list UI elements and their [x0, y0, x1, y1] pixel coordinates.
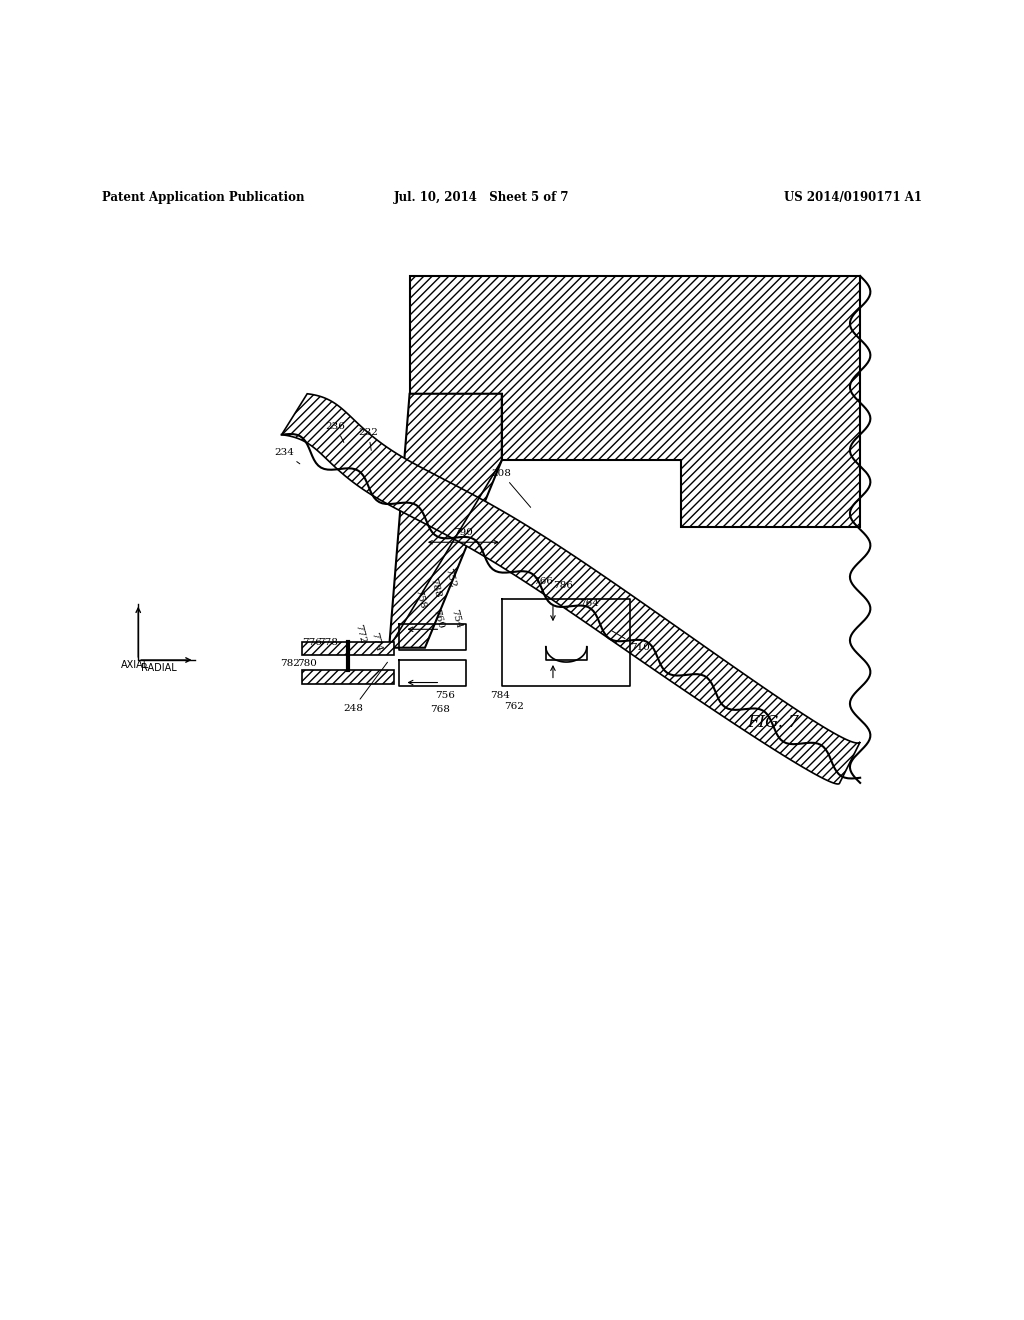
Text: 754: 754	[449, 609, 463, 630]
Polygon shape	[410, 276, 860, 527]
Text: 774: 774	[369, 631, 383, 652]
Polygon shape	[302, 642, 394, 655]
Polygon shape	[389, 393, 502, 648]
Text: RADIAL: RADIAL	[141, 663, 177, 673]
Text: 758: 758	[413, 587, 427, 610]
Text: 788: 788	[428, 578, 442, 599]
Text: 784: 784	[489, 692, 510, 701]
Text: 766: 766	[532, 577, 553, 586]
Text: 710: 710	[611, 631, 649, 652]
Text: 772: 772	[353, 623, 368, 645]
Text: 752: 752	[443, 568, 458, 589]
Text: 780: 780	[297, 659, 317, 668]
Text: FIG. 7: FIG. 7	[748, 714, 800, 730]
Text: 234: 234	[274, 449, 300, 463]
Text: 790: 790	[453, 528, 473, 537]
Text: 760: 760	[431, 609, 445, 630]
Text: Patent Application Publication: Patent Application Publication	[102, 191, 305, 205]
Polygon shape	[302, 671, 394, 684]
Text: 764: 764	[579, 599, 599, 609]
Text: Jul. 10, 2014   Sheet 5 of 7: Jul. 10, 2014 Sheet 5 of 7	[393, 191, 569, 205]
Text: 786: 786	[553, 581, 573, 590]
Text: 236: 236	[326, 421, 345, 442]
Text: 208: 208	[492, 469, 530, 507]
Text: AXIAL: AXIAL	[121, 660, 150, 671]
Text: 782: 782	[280, 659, 300, 668]
Text: 768: 768	[430, 705, 451, 714]
Text: 232: 232	[358, 428, 378, 450]
Text: 248: 248	[343, 663, 387, 713]
Text: 776: 776	[302, 638, 323, 647]
Polygon shape	[282, 393, 860, 784]
Text: 762: 762	[504, 702, 524, 710]
Text: 778: 778	[317, 638, 338, 647]
Text: 756: 756	[435, 692, 456, 701]
Text: US 2014/0190171 A1: US 2014/0190171 A1	[783, 191, 922, 205]
